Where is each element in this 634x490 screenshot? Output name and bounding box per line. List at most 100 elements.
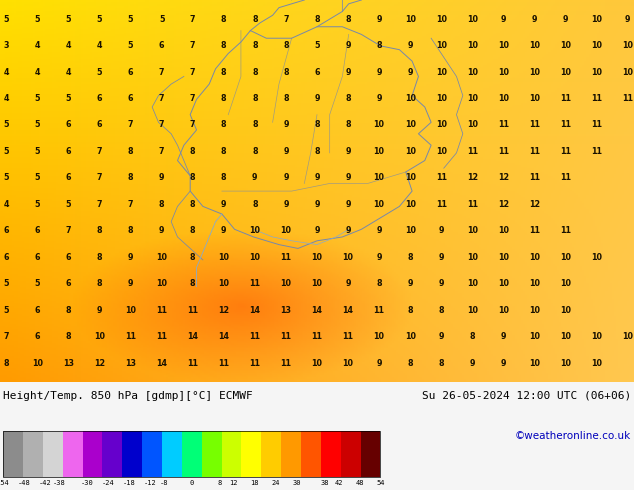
Text: 10: 10 [404,200,416,209]
Text: -48: -48 [18,480,30,486]
Text: 8: 8 [221,15,226,24]
Text: 9: 9 [314,173,320,182]
Text: 10: 10 [249,253,261,262]
Text: Su 26-05-2024 12:00 UTC (06+06): Su 26-05-2024 12:00 UTC (06+06) [422,391,631,401]
Text: 9: 9 [625,15,630,24]
Text: 11: 11 [249,332,261,341]
Text: 10: 10 [125,306,136,315]
Text: 8: 8 [217,480,222,486]
Text: 9: 9 [346,173,351,182]
Text: 9: 9 [346,200,351,209]
Text: 10: 10 [436,94,447,103]
Text: 5: 5 [4,173,9,182]
Text: 9: 9 [377,94,382,103]
Text: 11: 11 [622,94,633,103]
Text: 10: 10 [280,226,292,235]
Text: 7: 7 [190,41,195,50]
Text: 10: 10 [591,15,602,24]
Text: 8: 8 [66,306,71,315]
Text: 6: 6 [128,94,133,103]
Text: 8: 8 [97,279,102,288]
Text: 9: 9 [501,15,506,24]
Text: 42: 42 [334,480,343,486]
Text: 9: 9 [97,306,102,315]
Text: 6: 6 [66,147,71,156]
Text: 5: 5 [4,306,9,315]
Text: 4: 4 [35,41,40,50]
Text: 7: 7 [159,121,164,129]
Text: 9: 9 [252,173,257,182]
Text: 13: 13 [280,306,292,315]
Text: 5: 5 [66,94,71,103]
Text: 10: 10 [436,147,447,156]
Text: 11: 11 [249,279,261,288]
Text: 5: 5 [66,200,71,209]
Text: 6: 6 [97,121,102,129]
Text: 11: 11 [560,173,571,182]
Text: 6: 6 [97,94,102,103]
Text: 10: 10 [529,253,540,262]
Text: 14: 14 [218,332,230,341]
Text: 8: 8 [408,359,413,368]
Text: 11: 11 [560,94,571,103]
Text: 9: 9 [314,200,320,209]
Text: 10: 10 [436,68,447,76]
Text: 4: 4 [66,68,71,76]
Text: 5: 5 [35,173,40,182]
Text: 10: 10 [467,68,478,76]
Text: 11: 11 [280,359,292,368]
Text: 14: 14 [311,306,323,315]
Text: 10: 10 [467,279,478,288]
Text: 5: 5 [128,15,133,24]
FancyBboxPatch shape [142,431,162,477]
Text: 10: 10 [436,121,447,129]
FancyBboxPatch shape [221,431,242,477]
Text: 9: 9 [408,41,413,50]
Text: 8: 8 [221,147,226,156]
Text: 8: 8 [283,94,288,103]
Text: 9: 9 [439,279,444,288]
Text: 9: 9 [283,200,288,209]
Text: 5: 5 [97,68,102,76]
Text: 7: 7 [97,200,102,209]
Text: 8: 8 [439,306,444,315]
Text: 9: 9 [283,147,288,156]
Text: 8: 8 [470,332,475,341]
Text: 9: 9 [346,147,351,156]
Text: 10: 10 [591,68,602,76]
Text: 8: 8 [128,147,133,156]
Text: 8: 8 [252,147,257,156]
Text: 10: 10 [467,121,478,129]
Text: 8: 8 [252,41,257,50]
Text: 54: 54 [376,480,385,486]
Text: 8: 8 [252,200,257,209]
Text: 5: 5 [66,15,71,24]
Text: 11: 11 [280,253,292,262]
FancyBboxPatch shape [361,431,380,477]
Text: 8: 8 [190,253,195,262]
Text: 8: 8 [346,94,351,103]
Text: 9: 9 [159,226,164,235]
Text: 9: 9 [283,173,288,182]
Text: 11: 11 [280,332,292,341]
Text: 8: 8 [377,41,382,50]
Text: 10: 10 [498,226,509,235]
Text: 12: 12 [498,173,509,182]
Text: 7: 7 [190,121,195,129]
Text: 3: 3 [4,41,9,50]
Text: 0: 0 [190,480,194,486]
Text: 12: 12 [230,480,238,486]
Text: 10: 10 [560,306,571,315]
Text: 5: 5 [35,121,40,129]
Text: 6: 6 [35,332,40,341]
Text: 10: 10 [560,68,571,76]
Text: 10: 10 [622,41,633,50]
Text: 9: 9 [439,253,444,262]
Text: 6: 6 [159,41,164,50]
Text: 10: 10 [404,94,416,103]
Text: 10: 10 [311,253,323,262]
Text: 10: 10 [404,332,416,341]
Text: 8: 8 [252,15,257,24]
Text: 14: 14 [156,359,167,368]
Text: 7: 7 [283,15,288,24]
